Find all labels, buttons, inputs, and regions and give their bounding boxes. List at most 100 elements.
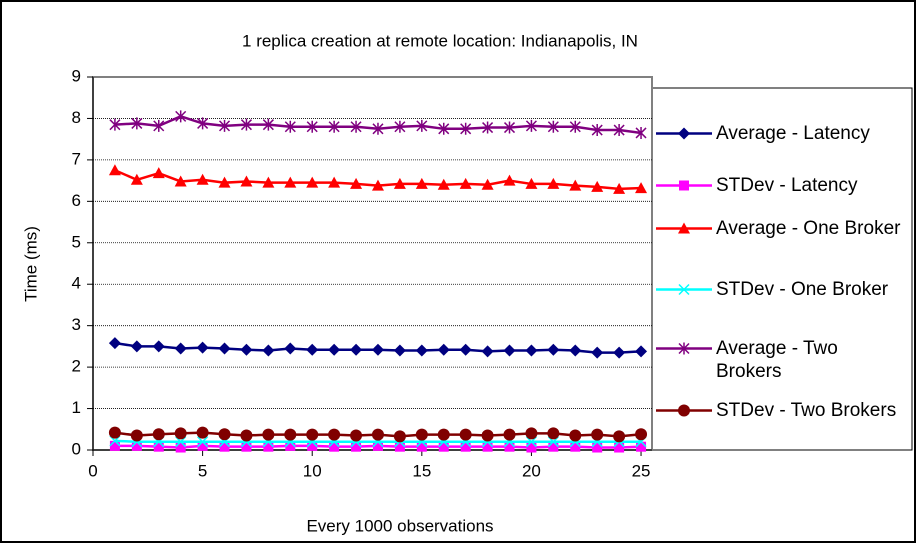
marker (175, 442, 186, 453)
y-tick-label: 4 (72, 274, 81, 293)
marker (262, 118, 274, 131)
marker (284, 342, 297, 355)
marker (240, 175, 253, 187)
marker (218, 119, 231, 132)
marker (503, 174, 516, 186)
marker (635, 428, 648, 441)
marker (109, 440, 120, 451)
y-tick-label: 5 (72, 232, 81, 251)
marker (328, 343, 341, 356)
marker (437, 428, 450, 441)
marker (262, 344, 275, 357)
marker (371, 179, 384, 191)
legend-label: STDev - One Broker (716, 279, 889, 300)
marker (196, 341, 209, 354)
marker (679, 180, 689, 191)
marker (372, 440, 383, 451)
marker (350, 177, 363, 189)
marker (240, 343, 253, 356)
legend-label: STDev - Two Brokers (716, 400, 897, 421)
marker (394, 120, 406, 133)
marker (262, 176, 275, 188)
marker (438, 441, 449, 452)
marker (152, 340, 165, 353)
marker (547, 427, 560, 440)
marker (437, 178, 450, 190)
marker (526, 442, 537, 453)
marker (350, 343, 363, 356)
plot-area (92, 76, 653, 451)
x-axis-label: Every 1000 observations (306, 516, 493, 535)
marker (351, 441, 362, 452)
marker (525, 177, 538, 189)
marker (635, 126, 647, 139)
marker (284, 120, 296, 133)
marker (152, 167, 165, 179)
marker (394, 441, 405, 452)
marker (393, 177, 406, 189)
marker (525, 427, 538, 440)
marker (108, 337, 121, 350)
marker (613, 124, 625, 137)
marker (460, 122, 472, 135)
marker (525, 119, 537, 132)
y-tick-label: 2 (72, 357, 81, 376)
marker (591, 428, 604, 441)
marker (569, 179, 582, 191)
marker (284, 176, 297, 188)
marker (174, 175, 187, 187)
marker (329, 441, 340, 452)
marker (174, 427, 187, 440)
marker (503, 121, 516, 134)
y-tick-label: 1 (72, 398, 81, 417)
marker (131, 117, 143, 130)
marker (591, 124, 603, 137)
marker (438, 122, 450, 135)
marker (569, 429, 582, 442)
marker (108, 164, 121, 176)
marker (570, 441, 581, 452)
marker (393, 344, 406, 357)
marker (481, 429, 494, 442)
legend-box (651, 87, 913, 451)
marker (481, 345, 494, 358)
marker (503, 344, 516, 357)
marker (328, 428, 341, 441)
marker (130, 429, 143, 442)
y-axis-label: Time (ms) (21, 226, 40, 302)
marker (130, 173, 143, 185)
x-tick-label: 25 (632, 461, 651, 480)
marker (416, 441, 427, 452)
marker (285, 440, 296, 451)
marker (218, 342, 231, 355)
marker (503, 428, 516, 441)
marker (284, 428, 297, 441)
marker (196, 426, 209, 439)
x-tick-label: 5 (198, 461, 207, 480)
marker (328, 120, 340, 133)
marker (393, 430, 406, 443)
marker (635, 182, 648, 194)
marker (614, 442, 625, 453)
y-tick-label: 6 (72, 191, 81, 210)
marker (459, 177, 472, 189)
y-tick-label: 8 (72, 108, 81, 127)
y-tick-label: 0 (72, 439, 81, 458)
marker (678, 283, 690, 296)
legend-label: Average - One Broker (716, 218, 901, 239)
marker (592, 442, 603, 453)
marker (591, 180, 604, 192)
marker (636, 441, 647, 452)
y-tick-label: 9 (72, 66, 81, 85)
marker (262, 428, 275, 441)
marker (219, 441, 230, 452)
marker (306, 343, 319, 356)
marker (153, 441, 164, 452)
marker (613, 346, 626, 359)
y-tick-label: 3 (72, 315, 81, 334)
marker (109, 118, 121, 131)
marker (481, 178, 494, 190)
marker (196, 173, 209, 185)
marker (482, 441, 493, 452)
